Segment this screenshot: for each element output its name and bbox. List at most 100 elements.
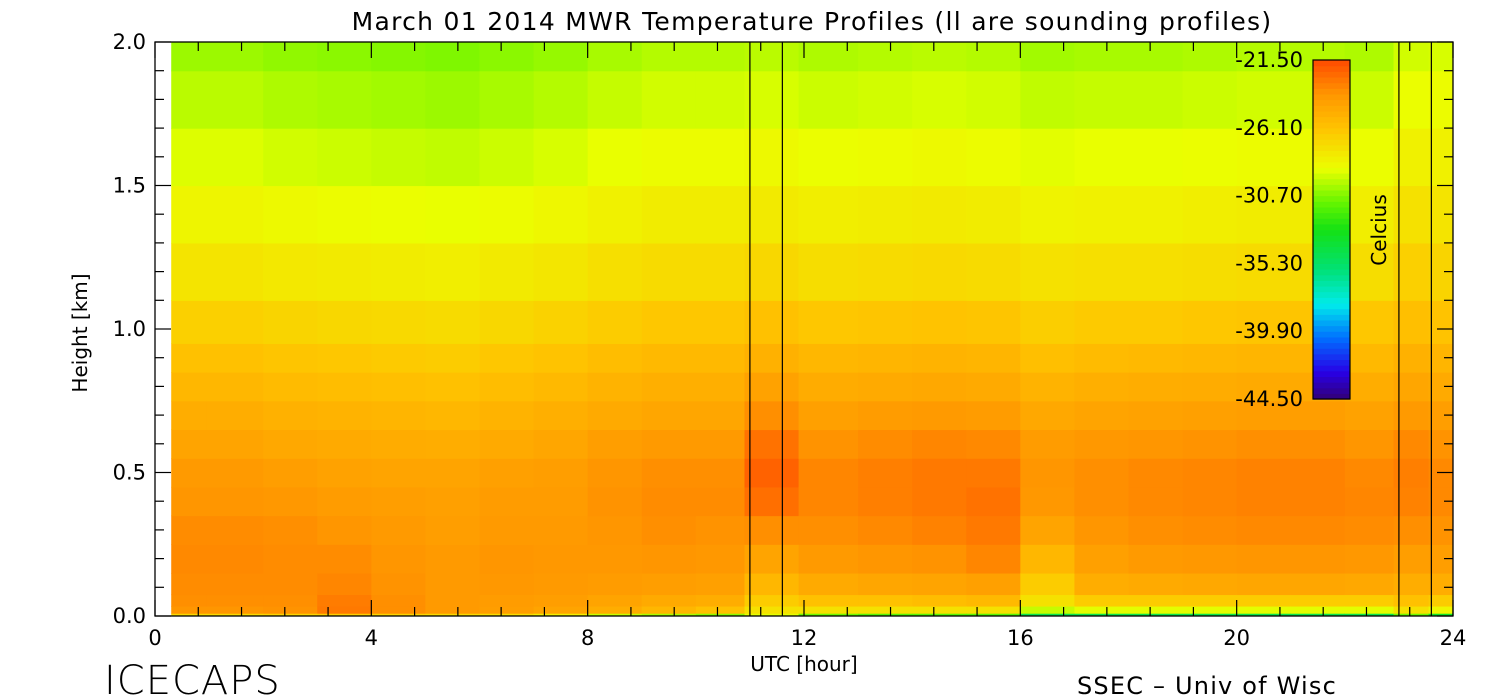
- heatmap-cell: [587, 372, 643, 402]
- heatmap-cell: [587, 300, 643, 344]
- heatmap-cell: [1236, 515, 1292, 545]
- colorbar-segment: [1313, 76, 1350, 84]
- colorbar-frame: [1312, 59, 1351, 400]
- colorbar: [1312, 59, 1351, 400]
- heatmap-cell: [966, 300, 1021, 344]
- heatmap-cell: [798, 128, 859, 187]
- colorbar-segment: [1313, 206, 1350, 214]
- heatmap-cell: [912, 613, 967, 616]
- heatmap-cell: [858, 486, 913, 517]
- heatmap-cell: [206, 594, 264, 607]
- heatmap-cell: [641, 544, 697, 574]
- heatmap-cell: [587, 486, 643, 517]
- heatmap-cell: [1020, 128, 1076, 187]
- heatmap-cell: [425, 544, 481, 574]
- heatmap-cell: [263, 185, 318, 244]
- heatmap-cell: [171, 42, 207, 72]
- heatmap-cell: [641, 300, 697, 344]
- colorbar-segment: [1313, 82, 1350, 89]
- heatmap-cell: [1236, 400, 1292, 431]
- heatmap-cell: [744, 400, 800, 431]
- heatmap-cell: [966, 42, 1021, 72]
- x-tick-label: 8: [581, 626, 594, 650]
- colorbar-segment: [1313, 133, 1350, 140]
- heatmap-cell: [317, 400, 372, 431]
- heatmap-cell: [533, 372, 589, 402]
- heatmap-cell: [1344, 605, 1395, 614]
- heatmap-cell: [1290, 613, 1346, 616]
- heatmap-cell: [1344, 185, 1395, 244]
- heatmap-cell: [912, 343, 967, 373]
- heatmap-cell: [641, 515, 697, 545]
- heatmap-cell: [1344, 128, 1395, 187]
- heatmap-cell: [744, 185, 800, 244]
- heatmap-cell: [1182, 372, 1238, 402]
- heatmap-cell: [533, 343, 589, 373]
- heatmap-cell: [744, 613, 800, 616]
- heatmap-cell: [479, 515, 535, 545]
- heatmap-cell: [263, 458, 318, 488]
- heatmap-cell: [171, 486, 207, 517]
- heatmap-cell: [966, 128, 1021, 187]
- heatmap-cell: [1020, 300, 1076, 344]
- colorbar-segment: [1313, 365, 1350, 372]
- heatmap-cell: [317, 42, 372, 72]
- heatmap-cell: [966, 185, 1021, 244]
- heatmap-cell: [641, 594, 697, 607]
- heatmap-cell: [1182, 128, 1238, 187]
- heatmap-cell: [1290, 458, 1346, 488]
- heatmap-cell: [858, 572, 913, 596]
- heatmap-cell: [966, 594, 1021, 607]
- heatmap-cell: [695, 515, 746, 545]
- heatmap-cell: [641, 185, 697, 244]
- heatmap-cell: [1128, 242, 1184, 301]
- heatmap-cell: [695, 458, 746, 488]
- colorbar-segment: [1313, 319, 1350, 327]
- heatmap-cell: [1182, 594, 1238, 607]
- heatmap-cell: [966, 70, 1021, 129]
- heatmap-cell: [798, 613, 859, 616]
- heatmap-cell: [1128, 613, 1184, 616]
- heatmap-cell: [1128, 458, 1184, 488]
- heatmap-cell: [912, 242, 967, 301]
- heatmap-cell: [533, 613, 589, 616]
- heatmap-cell: [1074, 605, 1130, 614]
- heatmap-cell: [798, 605, 859, 614]
- heatmap-cell: [1128, 594, 1184, 607]
- heatmap-cell: [371, 343, 427, 373]
- heatmap-cell: [798, 515, 859, 545]
- heatmap-cell: [1182, 343, 1238, 373]
- heatmap-cell: [912, 605, 967, 614]
- heatmap-cell: [798, 594, 859, 607]
- heatmap-cell: [966, 613, 1021, 616]
- heatmap-cell: [1128, 605, 1184, 614]
- heatmap-cell: [317, 605, 372, 614]
- heatmap-cell: [1128, 372, 1184, 402]
- colorbar-segment: [1313, 88, 1350, 95]
- colorbar-ticks: -21.50 -26.10 -30.70 -35.30 -39.90 -44.50: [1235, 48, 1303, 411]
- heatmap-cell: [425, 613, 481, 616]
- heatmap-cell: [533, 594, 589, 607]
- heatmap-cell: [858, 605, 913, 614]
- heatmap-cell: [425, 429, 481, 459]
- heatmap-cell: [425, 605, 481, 614]
- colorbar-segment: [1313, 370, 1350, 377]
- plot-axes: 0 4 8 12 16 20 24 0.0 0.5 1.0 1.5 2.0: [113, 30, 1467, 650]
- heatmap-cell: [912, 300, 967, 344]
- heatmap-cell: [1020, 458, 1076, 488]
- sounding-markers: [749, 42, 1432, 616]
- colorbar-segment: [1313, 353, 1350, 361]
- heatmap-cell: [641, 605, 697, 614]
- colorbar-segment: [1313, 274, 1350, 281]
- heatmap-cell: [1182, 300, 1238, 344]
- heatmap-cell: [479, 242, 535, 301]
- heatmap-cell: [858, 429, 913, 459]
- heatmap-cell: [1074, 70, 1130, 129]
- heatmap-cell: [641, 70, 697, 129]
- heatmap-cell: [1236, 242, 1292, 301]
- heatmap-cell: [317, 300, 372, 344]
- heatmap-cell: [695, 242, 746, 301]
- heatmap-cell: [171, 300, 207, 344]
- colorbar-segment: [1313, 212, 1350, 219]
